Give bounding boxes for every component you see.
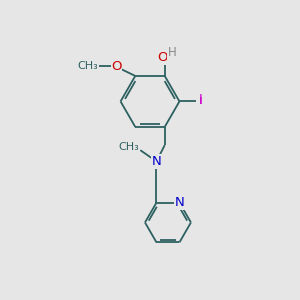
Text: i: i bbox=[199, 94, 203, 107]
Text: N: N bbox=[175, 196, 184, 209]
Text: H: H bbox=[168, 46, 176, 59]
Text: CH₃: CH₃ bbox=[78, 61, 98, 71]
Text: I: I bbox=[199, 94, 203, 107]
Text: N: N bbox=[152, 155, 161, 168]
Text: O: O bbox=[157, 51, 168, 64]
Text: i: i bbox=[199, 94, 203, 107]
Text: O: O bbox=[111, 60, 122, 73]
Text: CH₃: CH₃ bbox=[119, 142, 140, 152]
